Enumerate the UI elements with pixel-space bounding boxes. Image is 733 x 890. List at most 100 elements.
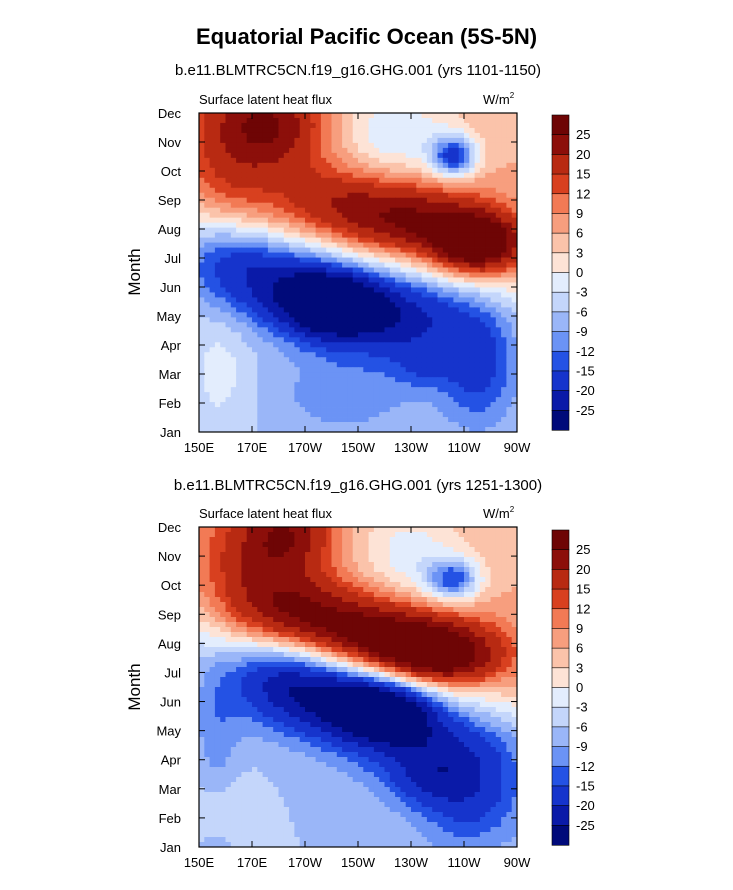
heatmap-cell: [326, 273, 332, 278]
heatmap-cell: [448, 322, 454, 327]
heatmap-cell: [422, 347, 428, 352]
heatmap-cell: [279, 213, 285, 218]
heatmap-cell: [416, 422, 422, 427]
heatmap-cell: [390, 233, 396, 238]
heatmap-cell: [464, 387, 470, 392]
heatmap-cell: [226, 128, 232, 133]
heatmap-cell: [374, 557, 380, 562]
heatmap-cell: [432, 287, 438, 292]
heatmap-cell: [247, 602, 253, 607]
heatmap-cell: [448, 268, 454, 273]
heatmap-cell: [416, 153, 422, 158]
heatmap-cell: [485, 158, 491, 163]
heatmap-cell: [268, 557, 274, 562]
heatmap-cell: [400, 118, 406, 123]
heatmap-cell: [257, 153, 263, 158]
heatmap-cell: [411, 352, 417, 357]
heatmap-cell: [289, 377, 295, 382]
heatmap-cell: [395, 198, 401, 203]
heatmap-cell: [448, 572, 454, 577]
heatmap-cell: [342, 118, 348, 123]
heatmap-cell: [374, 233, 380, 238]
heatmap-cell: [300, 193, 306, 198]
heatmap-cell: [279, 327, 285, 332]
heatmap-cell: [464, 342, 470, 347]
heatmap-cell: [252, 607, 258, 612]
heatmap-cell: [416, 367, 422, 372]
heatmap-cell: [406, 557, 412, 562]
heatmap-cell: [236, 208, 242, 213]
heatmap-cell: [310, 347, 316, 352]
heatmap-cell: [326, 248, 332, 253]
heatmap-cell: [475, 317, 481, 322]
heatmap-cell: [416, 178, 422, 183]
heatmap-cell: [305, 287, 311, 292]
heatmap-cell: [475, 527, 481, 532]
heatmap-cell: [231, 557, 237, 562]
heatmap-cell: [385, 188, 391, 193]
heatmap-cell: [199, 128, 205, 133]
heatmap-cell: [226, 582, 232, 587]
heatmap-cell: [453, 277, 459, 282]
heatmap-cell: [491, 153, 497, 158]
heatmap-cell: [443, 168, 449, 173]
heatmap-cell: [480, 118, 486, 123]
heatmap-cell: [310, 357, 316, 362]
heatmap-cell: [427, 223, 433, 228]
heatmap-cell: [496, 567, 502, 572]
heatmap-cell: [416, 173, 422, 178]
heatmap-cell: [263, 133, 269, 138]
heatmap-cell: [210, 253, 216, 258]
heatmap-cell: [438, 292, 444, 297]
heatmap-cell: [342, 223, 348, 228]
heatmap-cell: [273, 243, 279, 248]
heatmap-cell: [485, 557, 491, 562]
heatmap-cell: [385, 307, 391, 312]
heatmap-cell: [496, 113, 502, 118]
heatmap-cell: [247, 302, 253, 307]
heatmap-cell: [231, 223, 237, 228]
heatmap-cell: [279, 203, 285, 208]
heatmap-cell: [422, 362, 428, 367]
heatmap-cell: [427, 243, 433, 248]
heatmap-cell: [374, 118, 380, 123]
heatmap-cell: [294, 292, 300, 297]
heatmap-cell: [491, 332, 497, 337]
heatmap-cell: [279, 153, 285, 158]
heatmap-cell: [475, 118, 481, 123]
heatmap-cell: [390, 148, 396, 153]
heatmap-cell: [231, 597, 237, 602]
heatmap-cell: [406, 327, 412, 332]
heatmap-cell: [316, 148, 322, 153]
heatmap-cell: [390, 143, 396, 148]
heatmap-cell: [241, 233, 247, 238]
heatmap-cell: [485, 552, 491, 557]
heatmap-cell: [305, 138, 311, 143]
heatmap-cell: [443, 128, 449, 133]
heatmap-cell: [448, 607, 454, 612]
heatmap-cell: [469, 148, 475, 153]
heatmap-cell: [347, 287, 353, 292]
heatmap-cell: [400, 372, 406, 377]
heatmap-cell: [506, 372, 512, 377]
heatmap-cell: [369, 342, 375, 347]
heatmap-cell: [416, 307, 422, 312]
heatmap-cell: [316, 153, 322, 158]
heatmap-cell: [199, 113, 205, 118]
heatmap-cell: [496, 372, 502, 377]
heatmap-cell: [342, 372, 348, 377]
heatmap-cell: [422, 253, 428, 258]
heatmap-cell: [432, 203, 438, 208]
heatmap-cell: [453, 332, 459, 337]
heatmap-cell: [390, 193, 396, 198]
heatmap-cell: [363, 292, 369, 297]
heatmap-cell: [316, 402, 322, 407]
heatmap-cell: [475, 268, 481, 273]
heatmap-cell: [506, 233, 512, 238]
heatmap-cell: [231, 552, 237, 557]
heatmap-cell: [226, 223, 232, 228]
heatmap-cell: [294, 592, 300, 597]
heatmap-cell: [289, 208, 295, 213]
heatmap-cell: [443, 347, 449, 352]
heatmap-cell: [332, 312, 338, 317]
